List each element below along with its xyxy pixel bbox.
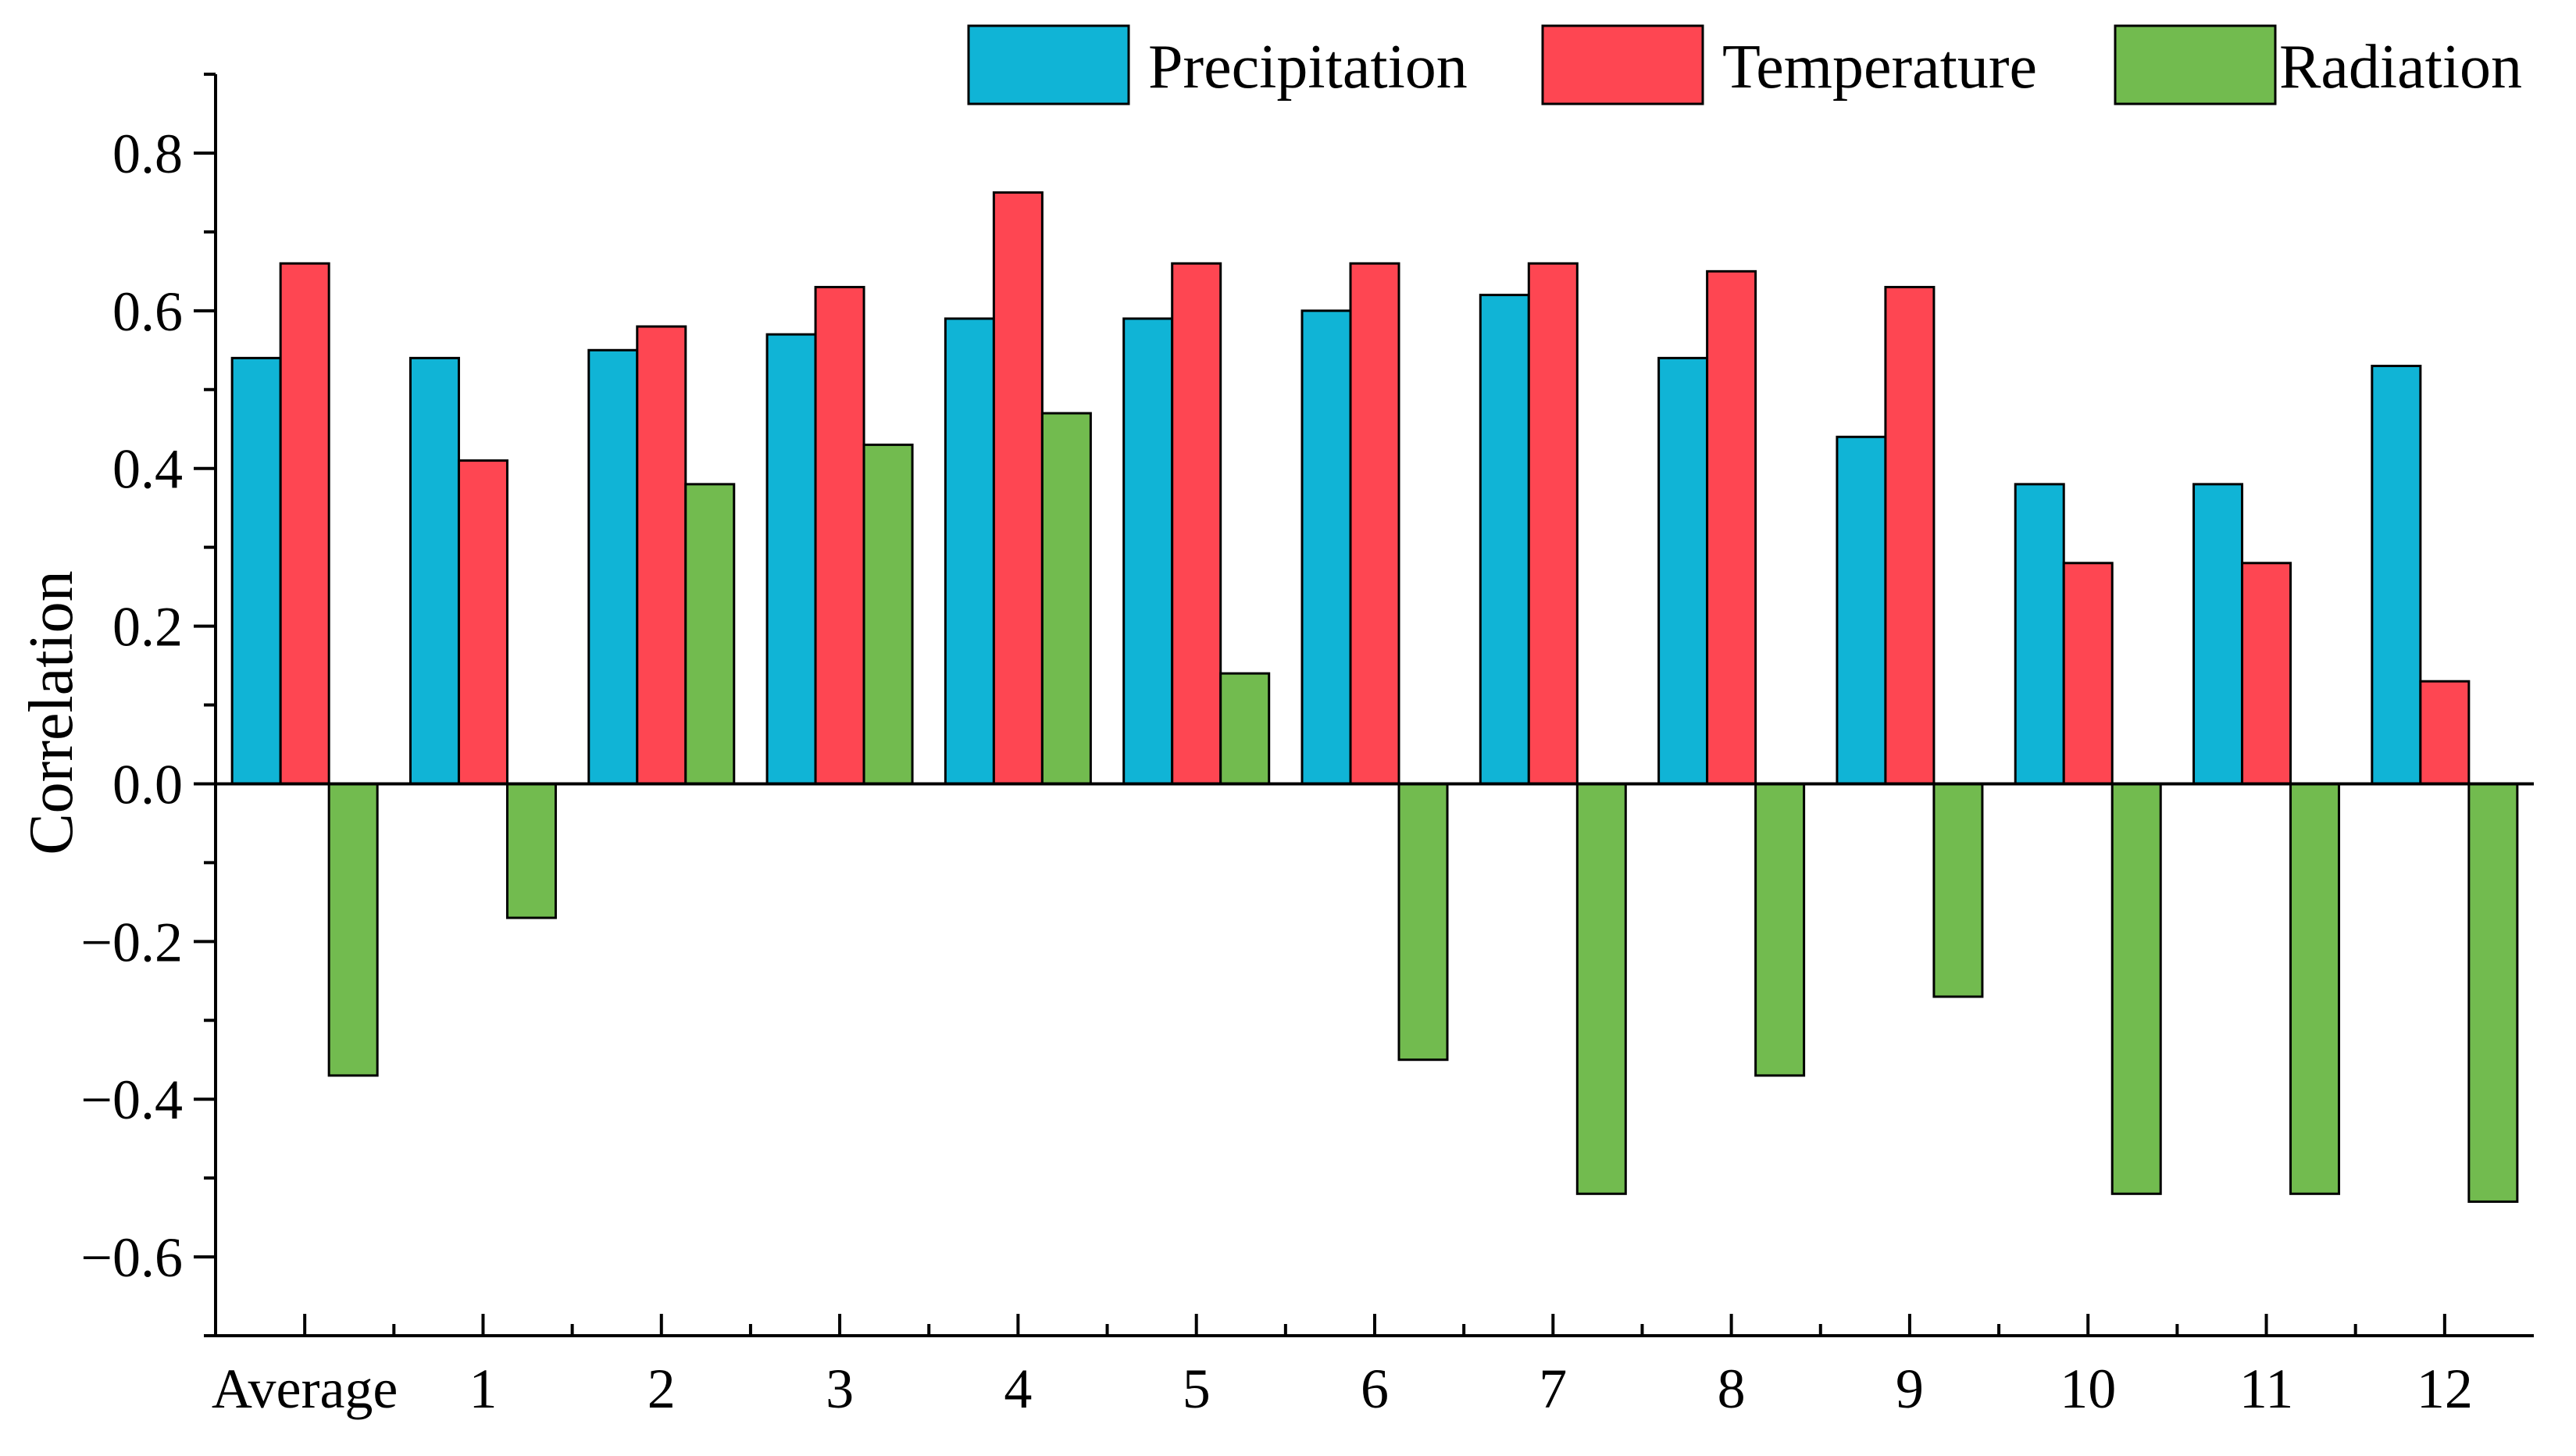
bar-precipitation-12 [2371, 364, 2422, 785]
bar-radiation-5 [1219, 672, 1271, 785]
bar-radiation-12 [2467, 782, 2519, 1203]
bar-precipitation-9 [1836, 435, 1887, 785]
bar-temperature-8 [1706, 269, 1757, 785]
legend-label-temperature: Temperature [1722, 33, 2037, 102]
bar-temperature-9 [1884, 286, 1936, 785]
bars-layer [230, 191, 2519, 1203]
x-tick-label-3: 3 [826, 1358, 854, 1420]
bar-precipitation-3 [765, 333, 817, 785]
y-tick-label: 0.6 [112, 280, 183, 343]
x-tick-label-11: 11 [2239, 1358, 2293, 1420]
x-tick-label-10: 10 [2060, 1358, 2116, 1420]
bar-temperature-4 [992, 191, 1044, 785]
x-tick-label-7: 7 [1539, 1358, 1567, 1420]
bar-precipitation-5 [1122, 317, 1174, 785]
x-tick-label-4: 4 [1004, 1358, 1032, 1420]
x-tick-label-1: 1 [469, 1358, 497, 1420]
x-tick-label-9: 9 [1896, 1358, 1924, 1420]
y-tick-label: 0.2 [112, 596, 183, 658]
bar-precipitation-2 [587, 348, 639, 785]
bar-radiation-7 [1575, 782, 1627, 1195]
bar-radiation-9 [1932, 782, 1984, 998]
bar-radiation-8 [1754, 782, 1806, 1077]
bar-radiation-6 [1397, 782, 1449, 1062]
bar-temperature-12 [2419, 680, 2471, 785]
y-axis-title: Correlation [17, 570, 86, 855]
bar-radiation-3 [862, 443, 914, 785]
bar-temperature-6 [1349, 262, 1400, 785]
legend-swatch-precipitation [967, 24, 1130, 105]
legend-label-precipitation: Precipitation [1148, 33, 1468, 102]
x-tick-label-12: 12 [2417, 1358, 2473, 1420]
legend-swatch-temperature [1541, 24, 1704, 105]
bar-precipitation-1 [409, 356, 460, 785]
bar-temperature-10 [2062, 562, 2114, 785]
legend-label-radiation: Radiation [2279, 33, 2522, 102]
bar-temperature-5 [1171, 262, 1222, 785]
bar-precipitation-4 [944, 317, 995, 785]
x-tick-label-2: 2 [648, 1358, 676, 1420]
bar-precipitation-8 [1657, 356, 1709, 785]
bar-radiation-11 [2289, 782, 2341, 1195]
y-tick-label: 0.0 [112, 753, 183, 815]
bar-precipitation-10 [2014, 483, 2065, 785]
bar-temperature-3 [814, 286, 865, 785]
x-tick-label-6: 6 [1361, 1358, 1389, 1420]
y-tick-label: −0.4 [80, 1069, 183, 1131]
bar-precipitation-average [230, 356, 282, 785]
y-tick-label: −0.6 [80, 1226, 183, 1289]
bar-radiation-average [327, 782, 379, 1077]
x-tick-label-8: 8 [1718, 1358, 1746, 1420]
bar-precipitation-6 [1300, 309, 1352, 785]
bar-radiation-4 [1040, 412, 1092, 785]
bar-temperature-11 [2241, 562, 2292, 785]
bar-radiation-10 [2110, 782, 2162, 1195]
bar-radiation-1 [505, 782, 557, 919]
axes-layer [194, 73, 2534, 1337]
bar-temperature-1 [457, 459, 508, 785]
bar-precipitation-11 [2192, 483, 2244, 785]
legend-swatch-radiation [2114, 24, 2277, 105]
y-tick-label: −0.2 [80, 911, 183, 973]
y-tick-label: 0.8 [112, 123, 183, 185]
bar-temperature-2 [636, 325, 687, 785]
y-tick-label: 0.4 [112, 438, 183, 501]
legend: Precipitation Temperature Radiation [967, 24, 2522, 105]
bar-precipitation-7 [1479, 294, 1530, 785]
bar-temperature-7 [1527, 262, 1579, 785]
bar-temperature-average [279, 262, 330, 785]
x-tick-label-5: 5 [1183, 1358, 1211, 1420]
bar-radiation-2 [684, 483, 736, 785]
x-tick-label-average: Average [212, 1358, 398, 1420]
